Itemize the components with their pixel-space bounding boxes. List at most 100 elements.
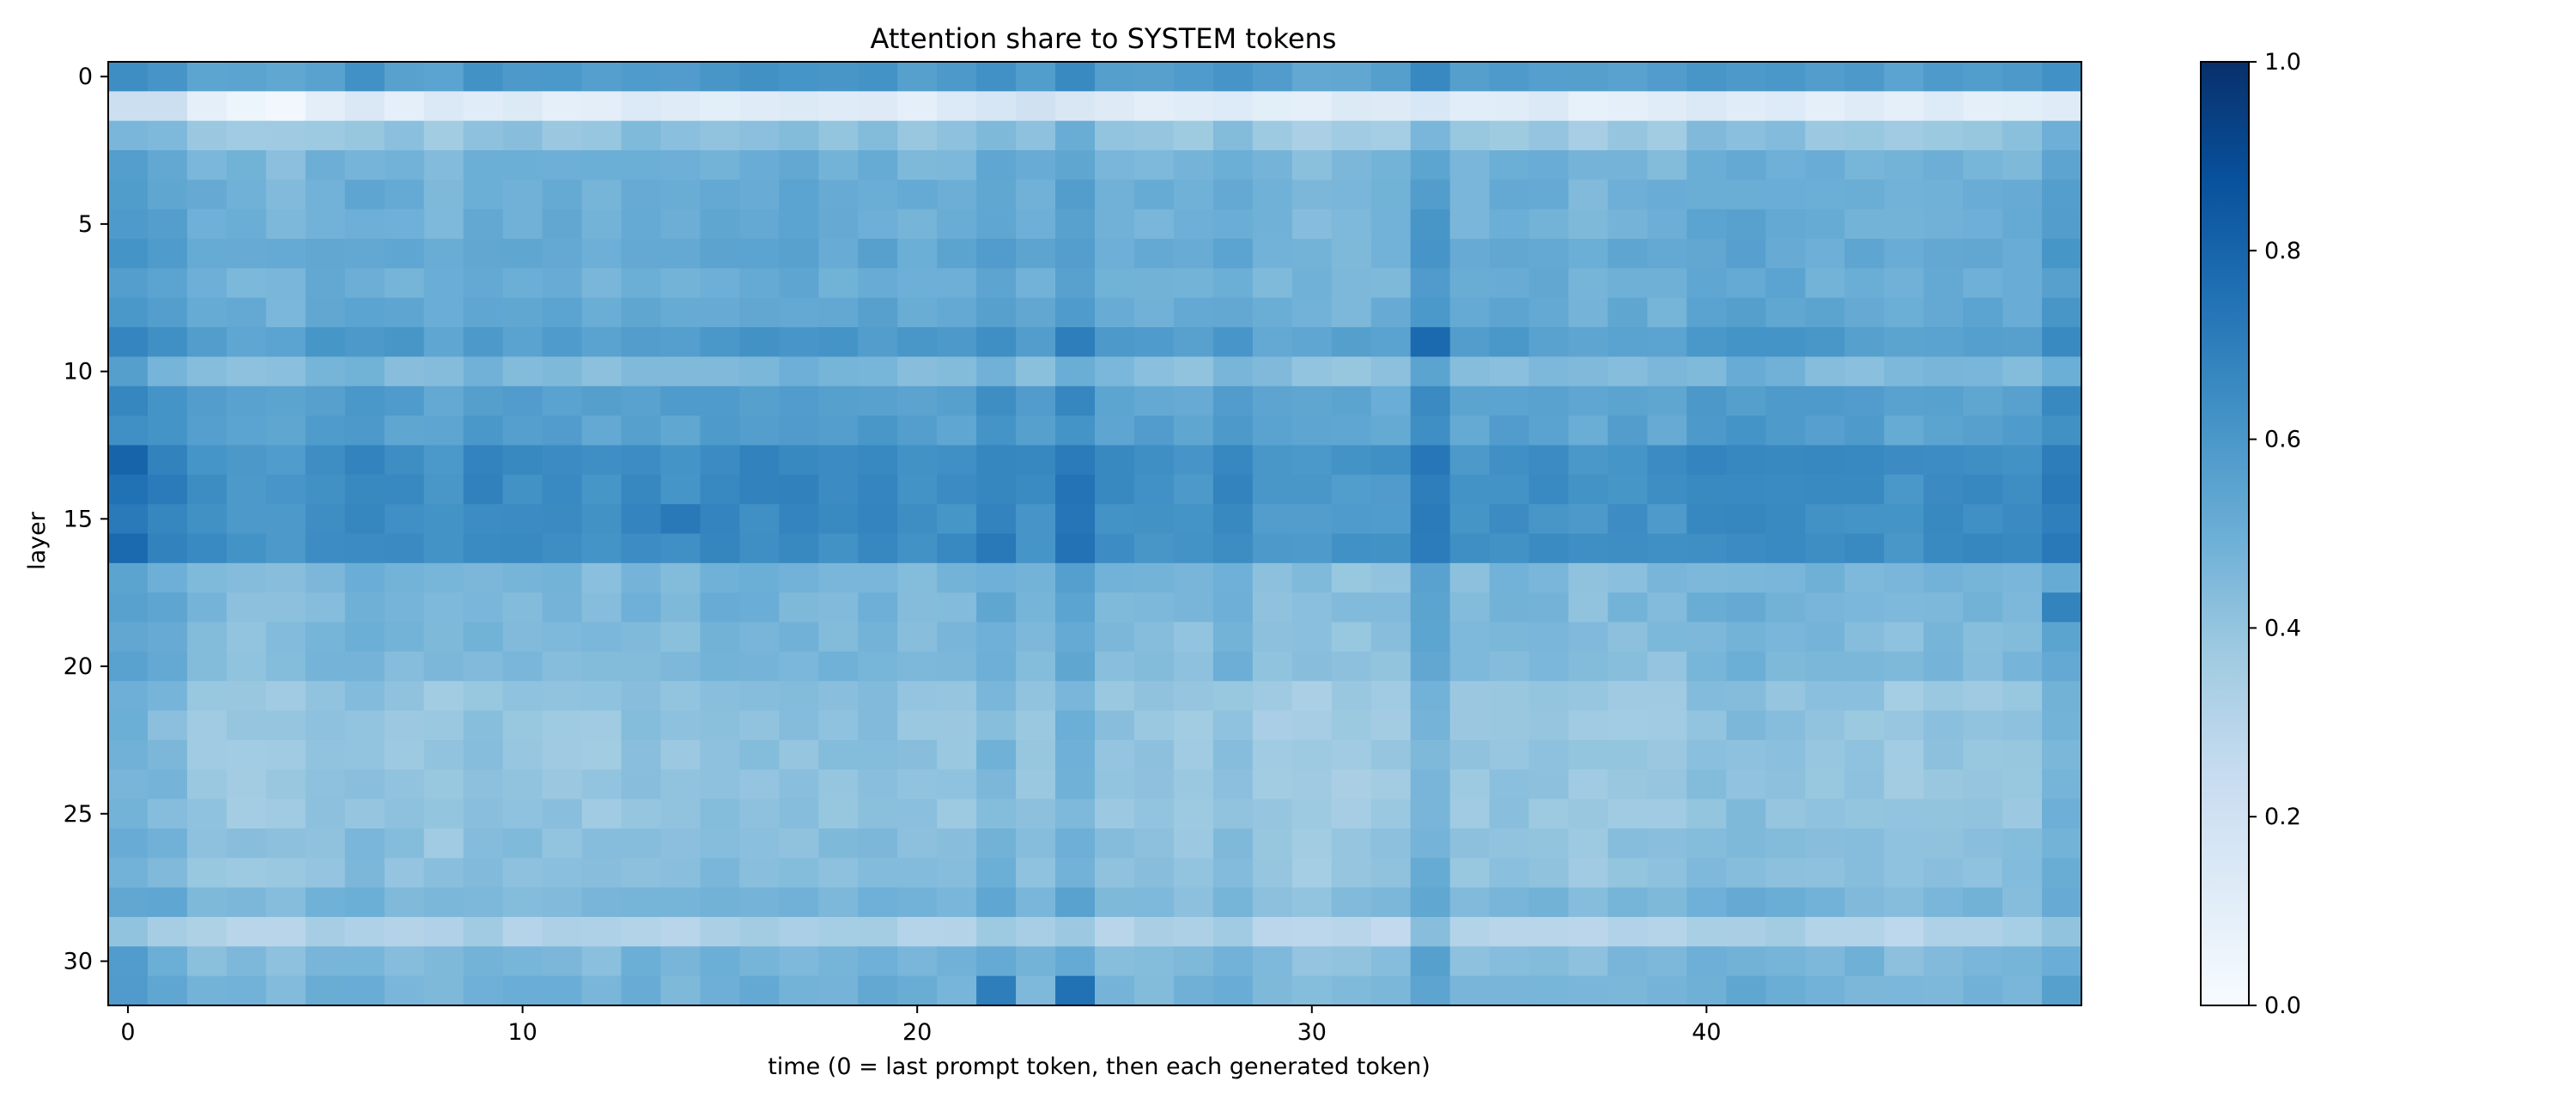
heatmap-cell <box>937 474 977 505</box>
heatmap-cell <box>897 562 938 593</box>
heatmap-cell <box>305 179 346 210</box>
colorbar-tick-label: 1.0 <box>2264 49 2301 76</box>
heatmap-cell <box>1607 798 1649 829</box>
heatmap-cell <box>305 504 346 535</box>
heatmap-cell <box>1884 710 1924 741</box>
heatmap-cell <box>147 504 188 535</box>
heatmap-cell <box>423 916 465 947</box>
heatmap-cell <box>423 150 465 180</box>
heatmap-cell <box>1252 622 1293 653</box>
heatmap-cell <box>1726 739 1766 770</box>
heatmap-cell <box>147 179 188 210</box>
heatmap-cell <box>108 622 149 653</box>
heatmap-cell <box>1370 710 1412 741</box>
heatmap-cell <box>1528 769 1570 800</box>
heatmap-cell <box>1016 268 1056 299</box>
heatmap-cell <box>937 416 977 446</box>
heatmap-cell <box>344 445 386 476</box>
heatmap-cell <box>1765 239 1806 269</box>
heatmap-cell <box>1410 887 1451 918</box>
heatmap-cell <box>1095 651 1135 682</box>
heatmap-cell <box>344 91 386 122</box>
heatmap-cell <box>1647 120 1687 151</box>
heatmap-cell <box>186 681 228 712</box>
heatmap-cell <box>1016 416 1056 446</box>
heatmap-cell <box>2042 769 2082 800</box>
heatmap-cell <box>1726 179 1766 210</box>
heatmap-cell <box>700 504 740 535</box>
heatmap-cell <box>1449 268 1491 299</box>
heatmap-cell <box>2002 91 2043 122</box>
heatmap-cell <box>779 828 819 859</box>
heatmap-cell <box>2042 739 2082 770</box>
heatmap-cell <box>1805 386 1845 416</box>
heatmap-cell <box>976 739 1017 770</box>
heatmap-cell <box>186 445 228 476</box>
heatmap-cell <box>1607 474 1649 505</box>
heatmap-cell <box>1844 504 1885 535</box>
heatmap-cell <box>660 769 701 800</box>
heatmap-cell <box>937 386 977 416</box>
heatmap-cell <box>621 150 662 180</box>
heatmap-cell <box>1805 769 1845 800</box>
heatmap-cell <box>739 120 780 151</box>
heatmap-cell <box>1370 120 1412 151</box>
heatmap-cell <box>463 739 504 770</box>
heatmap-cell <box>1055 858 1096 889</box>
heatmap-cell <box>1528 504 1570 535</box>
heatmap-cell <box>937 916 977 947</box>
heatmap-cell <box>1370 445 1412 476</box>
heatmap-cell <box>1844 916 1885 947</box>
heatmap-cell <box>1963 562 2003 593</box>
heatmap-cell <box>423 209 465 240</box>
heatmap-cell <box>779 533 819 564</box>
heatmap-cell <box>1449 209 1491 240</box>
heatmap-cell <box>1963 356 2003 387</box>
heatmap-cell <box>1923 445 1964 476</box>
heatmap-cell <box>2002 828 2043 859</box>
heatmap-cell <box>1607 268 1649 299</box>
heatmap-cell <box>1686 416 1727 446</box>
heatmap-cell <box>423 651 465 682</box>
heatmap-cell <box>186 710 228 741</box>
heatmap-cell <box>384 297 425 328</box>
heatmap-cell <box>1133 209 1175 240</box>
heatmap-cell <box>226 916 267 947</box>
heatmap-cell <box>818 386 859 416</box>
heatmap-cell <box>423 622 465 653</box>
heatmap-cell <box>1016 916 1056 947</box>
heatmap-cell <box>1291 62 1333 92</box>
heatmap-cell <box>502 327 544 358</box>
heatmap-cell <box>1173 916 1214 947</box>
heatmap-cell <box>344 386 386 416</box>
heatmap-cell <box>976 592 1017 623</box>
heatmap-cell <box>700 327 740 358</box>
heatmap-cell <box>1805 327 1845 358</box>
heatmap-cell <box>1449 533 1491 564</box>
heatmap-cell <box>502 739 544 770</box>
heatmap-cell <box>660 622 701 653</box>
heatmap-cell <box>700 710 740 741</box>
heatmap-cell <box>1331 562 1372 593</box>
heatmap-cell <box>700 239 740 269</box>
heatmap-cell <box>1016 798 1056 829</box>
heatmap-cell <box>700 562 740 593</box>
heatmap-cell <box>1884 179 1924 210</box>
heatmap-cell <box>1844 533 1885 564</box>
heatmap-cell <box>423 946 465 977</box>
heatmap-cell <box>779 739 819 770</box>
heatmap-cell <box>1568 975 1609 1006</box>
heatmap-cell <box>858 239 898 269</box>
heatmap-cell <box>1963 179 2003 210</box>
heatmap-cell <box>1331 681 1372 712</box>
heatmap-frame <box>107 61 2082 1006</box>
heatmap-cell <box>1805 62 1845 92</box>
heatmap-cell <box>621 798 662 829</box>
heatmap-cell <box>976 91 1017 122</box>
heatmap-cell <box>818 739 859 770</box>
heatmap-cell <box>976 268 1017 299</box>
heatmap-cell <box>1607 91 1649 122</box>
heatmap-cell <box>1686 798 1727 829</box>
heatmap-cell <box>147 356 188 387</box>
heatmap-cell <box>976 416 1017 446</box>
